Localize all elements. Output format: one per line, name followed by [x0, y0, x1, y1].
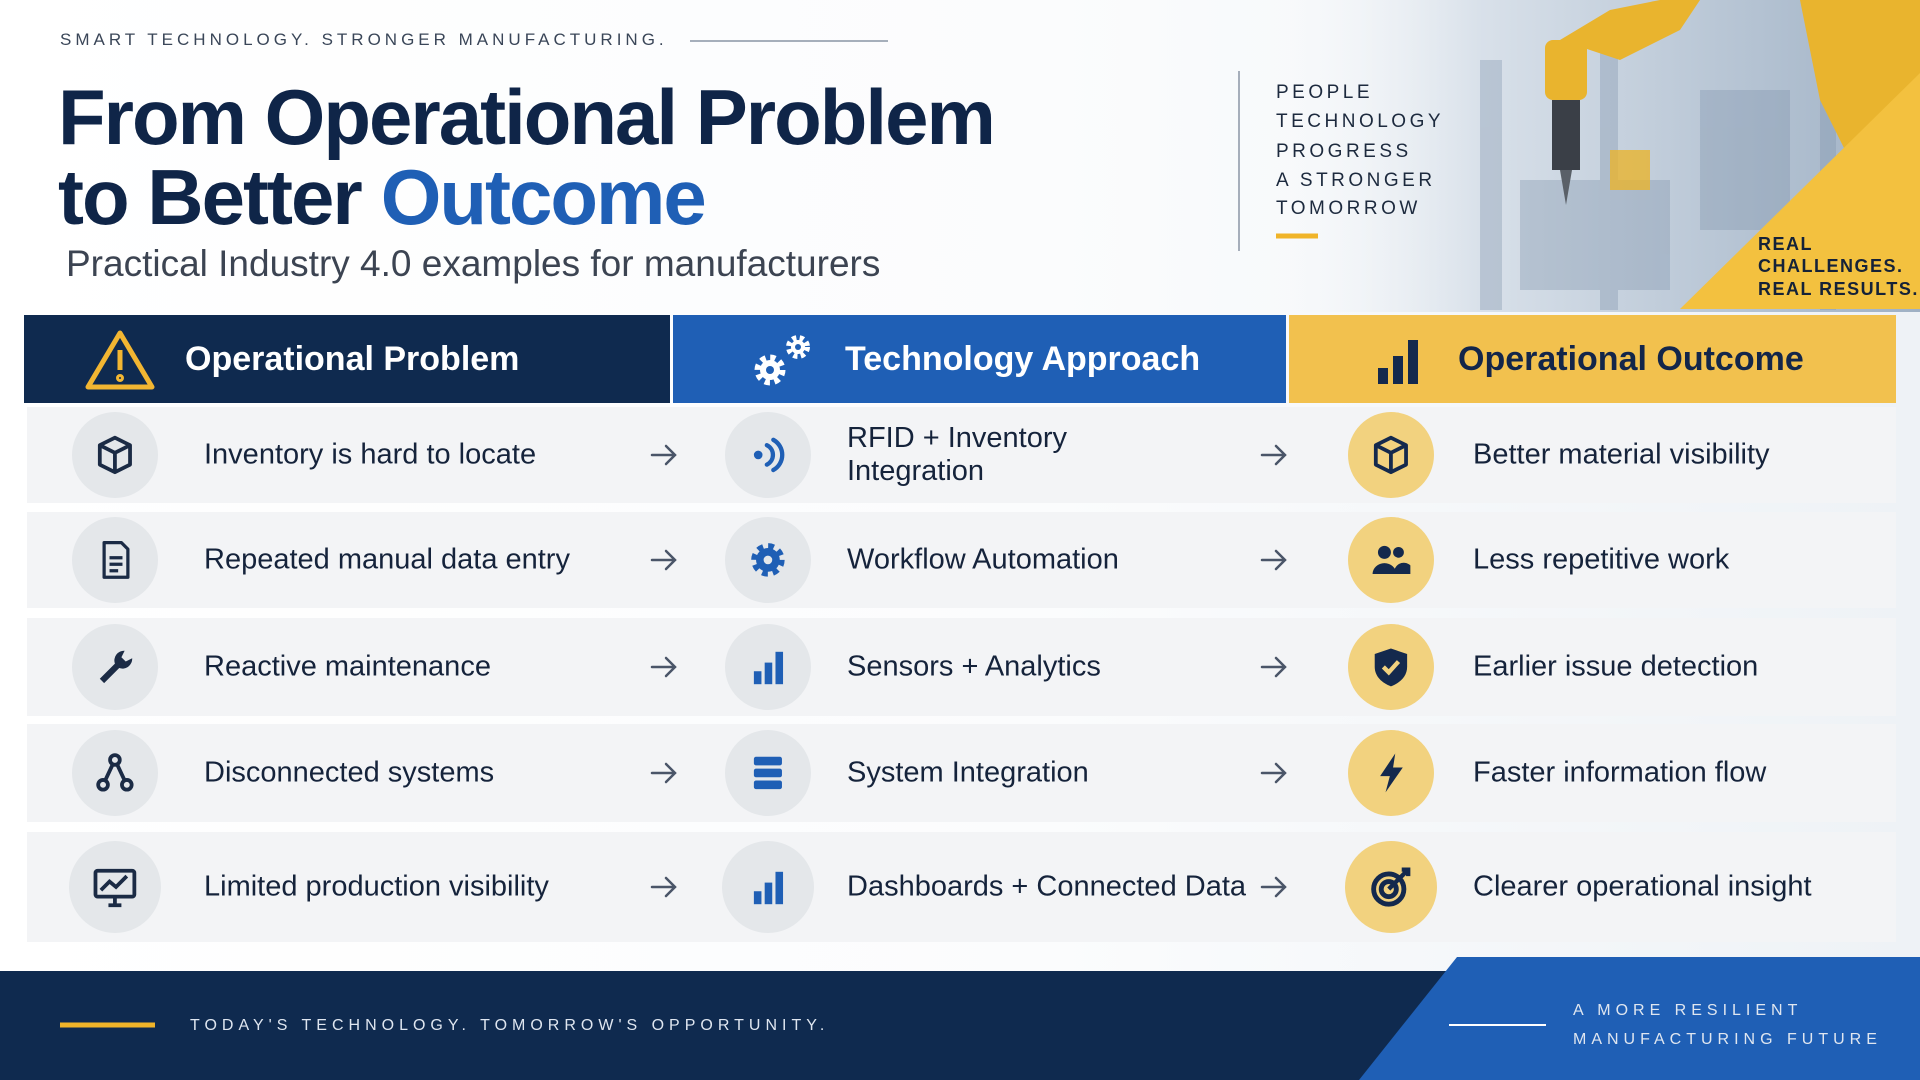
- side-word: TOMORROW: [1276, 198, 1421, 219]
- tagline: SMART TECHNOLOGY. STRONGER MANUFACTURING…: [60, 30, 668, 49]
- gears-icon: [754, 335, 810, 386]
- cell-text: Better material visibility: [1473, 438, 1770, 471]
- column-header-bg: [1289, 315, 1896, 403]
- icon: [1374, 648, 1408, 687]
- icon: [96, 753, 134, 792]
- subtitle: Practical Industry 4.0 examples for manu…: [66, 243, 881, 284]
- row-bg: [27, 832, 1896, 942]
- badge-line: REAL: [1758, 234, 1813, 254]
- column-header: Technology Approach: [845, 340, 1201, 378]
- side-word: A STRONGER: [1276, 170, 1436, 191]
- icon: [1372, 545, 1411, 574]
- icon-circle: [725, 412, 811, 498]
- cell-text: Less repetitive work: [1473, 543, 1730, 576]
- cell-text: Disconnected systems: [204, 756, 495, 789]
- row-bg: [27, 407, 1896, 503]
- cell-text: Clearer operational insight: [1473, 870, 1812, 903]
- cell-text: Faster information flow: [1473, 756, 1767, 789]
- side-word: PROGRESS: [1276, 141, 1412, 162]
- cell-text: Sensors + Analytics: [847, 650, 1101, 683]
- arrow: [650, 444, 677, 466]
- arrow: [1260, 876, 1287, 898]
- icon: [753, 756, 782, 790]
- cell-text: Repeated manual data entry: [204, 543, 570, 576]
- cell-text: Inventory is hard to locate: [204, 438, 537, 471]
- cell-text: Workflow Automation: [847, 543, 1119, 576]
- footer-text: TODAY'S TECHNOLOGY. TOMORROW'S OPPORTUNI…: [190, 1017, 830, 1034]
- footer-accent: [1359, 957, 1920, 1080]
- title: to Better Outcome: [58, 158, 707, 236]
- arrow: [1260, 549, 1287, 571]
- badge-shape: [1680, 73, 1920, 309]
- title-highlight: Outcome: [380, 153, 707, 241]
- icon-circle: [1348, 517, 1434, 603]
- column-header: Operational Outcome: [1458, 340, 1804, 378]
- column-header: Operational Problem: [185, 340, 520, 378]
- arrow: [650, 549, 677, 571]
- icon: [1380, 753, 1403, 793]
- icon: [753, 437, 785, 473]
- arrow: [1260, 656, 1287, 678]
- icon-circle: [72, 730, 158, 816]
- side-word: PEOPLE: [1276, 82, 1374, 103]
- cell-text: Reactive maintenance: [204, 650, 491, 683]
- icon: [93, 868, 137, 908]
- icon-circle: [72, 517, 158, 603]
- icon: [1373, 435, 1408, 475]
- icon: [753, 871, 784, 905]
- icon: [97, 435, 132, 475]
- arrow: [650, 762, 677, 784]
- row-bg: [27, 724, 1896, 822]
- badge-line: REAL RESULTS.: [1758, 279, 1919, 299]
- arrow: [650, 656, 677, 678]
- bars-icon: [1378, 340, 1418, 384]
- column-header-bg: [673, 315, 1286, 403]
- title-part: to Better: [58, 153, 363, 241]
- icon: [102, 541, 130, 579]
- cell-text: RFID + Inventory Integration: [847, 422, 1067, 487]
- footer-text: MANUFACTURING FUTURE: [1573, 1031, 1882, 1048]
- footer-text: A MORE RESILIENT: [1573, 1002, 1803, 1019]
- row-bg: [27, 618, 1896, 716]
- arrow: [1260, 444, 1287, 466]
- row-bg: [27, 512, 1896, 608]
- icon: [1371, 867, 1411, 907]
- title: From Operational Problem: [58, 73, 996, 161]
- cell-text: Earlier issue detection: [1473, 650, 1759, 683]
- cell-text: System Integration: [847, 756, 1089, 789]
- side-word: TECHNOLOGY: [1276, 111, 1445, 132]
- cell-text: Limited production visibility: [204, 870, 549, 903]
- arrow: [1260, 762, 1287, 784]
- robot-arm: [1545, 0, 1920, 205]
- badge-line: CHALLENGES.: [1758, 256, 1904, 276]
- icon: [753, 651, 784, 685]
- icon: [99, 650, 133, 684]
- warning-icon: [85, 330, 155, 390]
- cell-text: Dashboards + Connected Data: [847, 870, 1247, 903]
- arrow: [650, 876, 677, 898]
